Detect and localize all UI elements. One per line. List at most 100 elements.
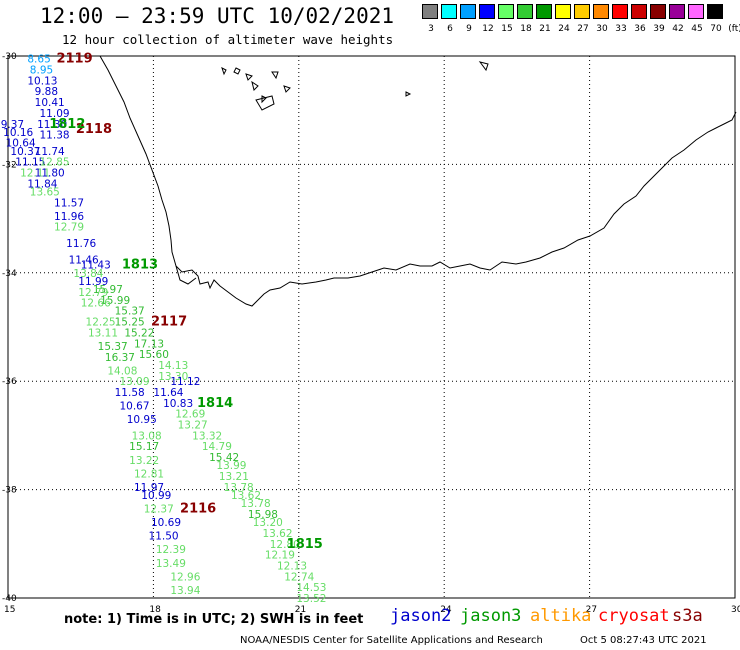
wave-height-value: 11.84: [27, 178, 57, 190]
lon-tick-label: 21: [295, 605, 306, 615]
wave-height-value: 8.65: [27, 54, 50, 66]
legend-label: 27: [577, 24, 589, 34]
wave-height-value: 12.81: [134, 468, 164, 480]
wave-height-value: 12.37: [144, 504, 174, 516]
wave-height-value: 11.57: [54, 197, 84, 209]
satellite-label-altika: altika: [530, 606, 592, 626]
wave-height-value: 11.30: [37, 119, 67, 131]
legend-label: 70: [710, 24, 722, 34]
wave-height-value: 12.39: [156, 544, 186, 556]
wave-height-value: 14.08: [107, 365, 137, 377]
legend-swatch: [479, 4, 495, 19]
wave-height-value: 12.80: [270, 539, 300, 551]
pass-id-label: 1813: [122, 258, 158, 273]
pass-id-label: 2116: [180, 502, 216, 517]
wave-height-value: 15.25: [115, 317, 145, 329]
wave-height-value: 12.79: [78, 287, 108, 299]
lat-tick-label: -34: [2, 269, 17, 279]
wave-height-value: 15.60: [139, 349, 169, 361]
wave-height-value: 13.65: [30, 187, 60, 199]
legend-label: 21: [539, 24, 551, 34]
wave-height-value: 12.96: [170, 571, 200, 583]
satellite-label-jason2: jason2: [390, 606, 452, 626]
wave-height-value: 15.17: [129, 441, 159, 453]
wave-height-value: 15.99: [100, 295, 130, 307]
axis-tick-labels: 15 18 21 24 27 30 -30 -32 -34 -36 -38 -40: [2, 52, 740, 615]
legend-label: 30: [596, 24, 608, 34]
legend-swatch: [422, 4, 438, 19]
wave-height-value: 12.13: [277, 560, 307, 572]
legend-unit: (ft): [728, 24, 740, 34]
lon-tick-label: 30: [731, 605, 740, 615]
wave-height-value: 11.12: [170, 376, 200, 388]
footer-note: note: 1) Time is in UTC; 2) SWH is in fe…: [64, 612, 364, 627]
wave-height-value: 11.64: [153, 387, 183, 399]
wave-height-value: 12.85: [40, 157, 70, 169]
wave-height-value: 13.08: [132, 430, 162, 442]
legend-swatch: [593, 4, 609, 19]
legend-swatch: [650, 4, 666, 19]
false-bay: [175, 265, 197, 285]
legend-swatch: [460, 4, 476, 19]
wave-height-value: 14.79: [202, 441, 232, 453]
satellite-label-cryosat: cryosat: [598, 606, 670, 626]
wave-height-value: 8.95: [30, 65, 53, 77]
wave-height-value: 9.37: [1, 119, 24, 131]
wave-height-value: 13.09: [119, 376, 149, 388]
lat-tick-label: -32: [2, 160, 17, 170]
legend-swatch: [555, 4, 571, 19]
pass-id-label: 2119: [56, 52, 92, 67]
wave-height-value: 10.13: [27, 75, 57, 87]
wave-height-value: 13.78: [241, 498, 271, 510]
legend-swatch: [631, 4, 647, 19]
legend-label: 33: [615, 24, 627, 34]
islands: [221, 61, 489, 111]
pass-id-label: 2118: [76, 122, 112, 137]
pass-id-label: 1812: [49, 117, 85, 132]
coastline: [99, 55, 737, 307]
legend-swatch: [517, 4, 533, 19]
legend-swatch: [612, 4, 628, 19]
wave-height-value: 15.22: [124, 327, 154, 339]
legend-swatch: [536, 4, 552, 19]
wave-height-value: 14.13: [158, 360, 188, 372]
wave-height-value: 15.97: [93, 284, 123, 296]
wave-height-value: 11.46: [69, 254, 99, 266]
lat-lon-grid: [7, 55, 736, 599]
wave-height-value: 12.25: [86, 317, 116, 329]
wave-height-value: 13.99: [216, 460, 246, 472]
credit-line: NOAA/NESDIS Center for Satellite Applica…: [240, 635, 543, 646]
lon-tick-label: 15: [4, 605, 15, 615]
wave-height-value: 11.74: [35, 146, 65, 158]
satellite-label-jason3: jason3: [460, 606, 522, 626]
wave-height-value: 11.38: [40, 130, 70, 142]
wave-height-value: 11.97: [134, 482, 164, 494]
wave-height-value: 11.43: [81, 260, 111, 272]
legend-label: 36: [634, 24, 646, 34]
africa-coastline: [99, 55, 737, 307]
lon-tick-label: 27: [586, 605, 597, 615]
wave-height-value: 15.37: [115, 306, 145, 318]
map-frame: [7, 55, 736, 599]
wave-height-value: 13.94: [170, 585, 200, 597]
wave-height-value: 11.76: [66, 238, 96, 250]
wave-height-value: 13.84: [73, 268, 103, 280]
wave-height-value: 12.79: [54, 222, 84, 234]
generation-timestamp: Oct 5 08:27:43 UTC 2021: [580, 635, 707, 646]
satellite-label-s3a: s3a: [672, 606, 703, 626]
wave-height-value: 10.95: [127, 414, 157, 426]
pass-id-label: 1815: [287, 537, 323, 552]
lat-tick-label: -38: [2, 486, 17, 496]
wave-height-value: 12.69: [175, 409, 205, 421]
map-subtitle: 12 hour collection of altimeter wave hei…: [62, 32, 394, 47]
wave-height-value: 14.53: [296, 582, 326, 594]
wave-height-value: 11.80: [35, 168, 65, 180]
wave-height-value: 13.21: [219, 471, 249, 483]
lat-tick-label: -36: [2, 377, 17, 387]
wave-height-value: 13.11: [88, 327, 118, 339]
legend-swatch: [498, 4, 514, 19]
lat-tick-label: -30: [2, 52, 17, 62]
wave-height-value: 15.37: [98, 341, 128, 353]
